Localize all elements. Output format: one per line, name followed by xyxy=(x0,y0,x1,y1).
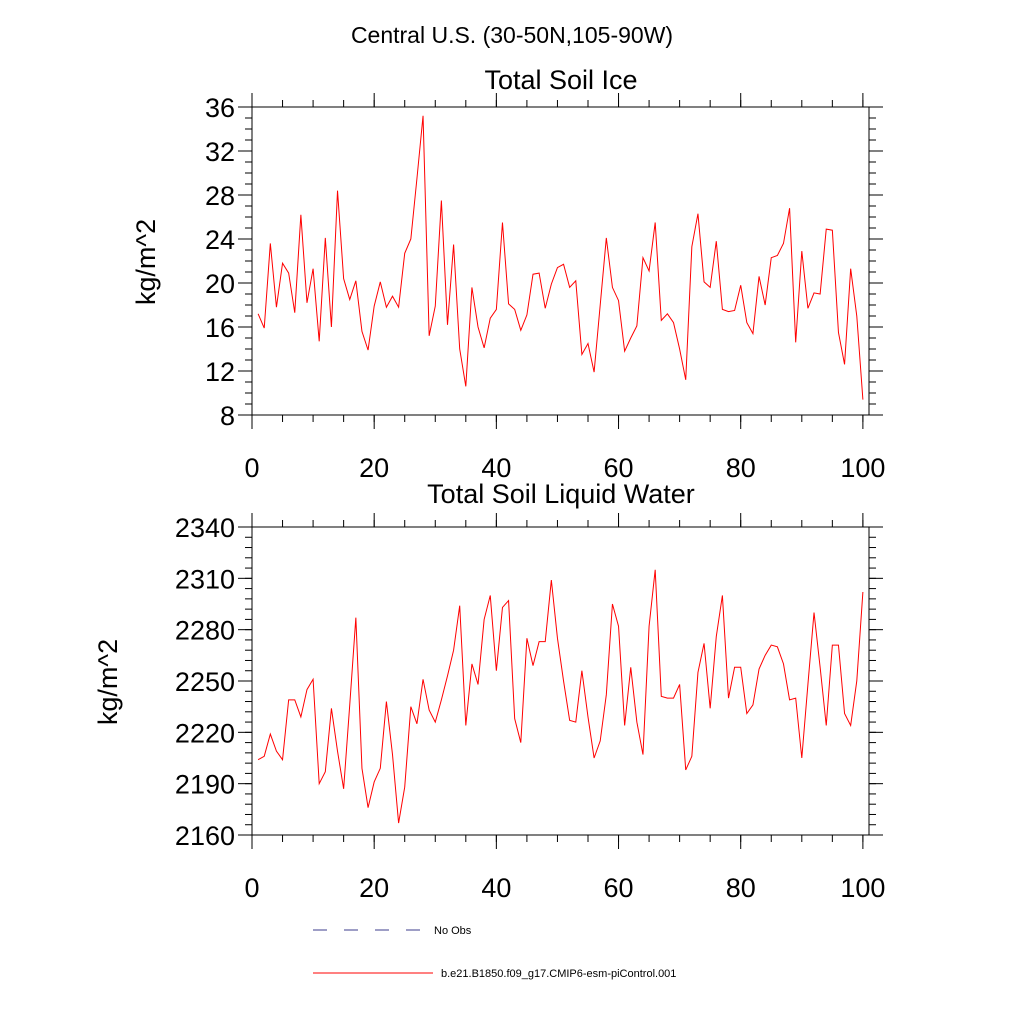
series-soil-ice xyxy=(257,115,864,400)
x-tick-label: 100 xyxy=(840,873,885,903)
y-tick-label: 32 xyxy=(205,137,235,167)
tick-labels-soil-ice: 8 12 16 20 24 28 32 36 0 20 40 60 80 100 xyxy=(205,93,885,483)
x-tick-label: 60 xyxy=(604,873,634,903)
panel-total-soil-liquid-water: Total Soil Liquid Water kg/m^2 216021902… xyxy=(93,479,885,903)
y-axis-label-soil-ice: kg/m^2 xyxy=(131,219,161,305)
plot-frame-soil-liquid-water xyxy=(251,526,870,836)
axis-ticks-soil-liquid-water xyxy=(238,513,883,849)
x-tick-label: 80 xyxy=(726,873,756,903)
tick-labels-soil-liquid-water: 2160 2190 2220 2250 2280 2310 2340 0 20 40 60 80 100 xyxy=(175,513,886,903)
x-tick-label: 20 xyxy=(359,873,389,903)
plot-frame-soil-ice xyxy=(251,106,870,416)
panel-total-soil-ice: Total Soil Ice kg/m^2 8 12 16 20 24 28 32 36 0 20… xyxy=(131,65,885,483)
x-tick-label: 40 xyxy=(481,453,511,483)
y-tick-label: 2310 xyxy=(175,564,235,594)
series-soil-liquid-water xyxy=(257,569,864,824)
x-tick-label: 80 xyxy=(726,453,756,483)
y-tick-label: 16 xyxy=(205,313,235,343)
y-tick-label: 2160 xyxy=(175,821,235,851)
y-tick-label: 2190 xyxy=(175,770,235,800)
x-tick-label: 0 xyxy=(244,873,259,903)
x-tick-label: 20 xyxy=(359,453,389,483)
series-line xyxy=(257,115,864,400)
y-tick-label: 2250 xyxy=(175,667,235,697)
y-tick-label: 2340 xyxy=(175,513,235,543)
panel-title-soil-ice: Total Soil Ice xyxy=(484,65,637,95)
x-tick-label: 100 xyxy=(840,453,885,483)
x-tick-label: 0 xyxy=(244,453,259,483)
y-tick-label: 28 xyxy=(205,181,235,211)
panel-title-soil-liquid-water: Total Soil Liquid Water xyxy=(427,479,695,509)
figure-title: Central U.S. (30-50N,105-90W) xyxy=(351,22,673,48)
y-axis-label-soil-liquid-water: kg/m^2 xyxy=(93,639,123,725)
y-tick-label: 24 xyxy=(205,225,235,255)
legend: No Obs b.e21.B1850.f09_g17.CMIP6-esm-piC… xyxy=(313,925,676,980)
legend-label-model-run: b.e21.B1850.f09_g17.CMIP6-esm-piControl.… xyxy=(441,968,676,980)
series-line xyxy=(257,569,864,824)
y-tick-label: 12 xyxy=(205,357,235,387)
y-tick-label: 8 xyxy=(220,401,235,431)
x-tick-label: 40 xyxy=(481,873,511,903)
y-tick-label: 20 xyxy=(205,269,235,299)
x-tick-label: 60 xyxy=(604,453,634,483)
y-tick-label: 2280 xyxy=(175,616,235,646)
legend-label-no-obs: No Obs xyxy=(434,925,472,937)
y-tick-label: 2220 xyxy=(175,718,235,748)
y-tick-label: 36 xyxy=(205,93,235,123)
axis-ticks-soil-ice xyxy=(238,93,883,429)
